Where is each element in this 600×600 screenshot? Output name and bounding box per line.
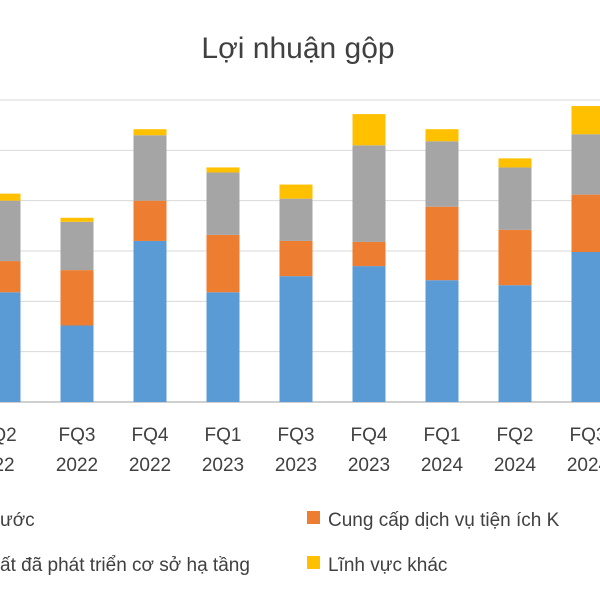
- bar-segment-4-FQ1-2024: [425, 129, 459, 142]
- bar-segment-2-FQ1-2024: [425, 206, 459, 281]
- bar-segment-2-FQ2-2024: [498, 229, 532, 286]
- legend-swatch: [307, 511, 320, 524]
- x-tick-label: 2023: [348, 455, 390, 476]
- legend-label: ất đã phát triển cơ sở hạ tầng: [0, 555, 250, 576]
- bar-segment-3-FQ1-2023: [206, 172, 240, 235]
- bar-segment-1-FQ4-2023: [352, 266, 386, 402]
- bar-segment-3-FQ1-2024: [425, 141, 459, 207]
- bar-segment-2-FQ4-2023: [352, 241, 386, 267]
- bar-segment-4-FQ3-2024: [571, 106, 600, 135]
- legend-label: Lĩnh vực khác: [328, 555, 447, 576]
- bar-segment-3-Q2-22: [0, 200, 21, 262]
- bar-segment-2-FQ4-2022: [133, 200, 167, 241]
- x-tick-label: FQ2: [497, 425, 534, 446]
- bar-segment-1-FQ3-2024: [571, 252, 600, 402]
- bar-segment-1-FQ4-2022: [133, 240, 167, 402]
- x-tick-labels: Q2 22 FQ3 2022 FQ4 2022 FQ1 2023 FQ3 2023 FQ4 2023 F…: [0, 425, 600, 476]
- bar-segment-3-FQ3-2024: [571, 134, 600, 195]
- x-tick-label: FQ3: [278, 425, 315, 446]
- bar-segment-1-Q2-22: [0, 292, 21, 402]
- bar-segment-4-Q2-22: [0, 193, 21, 201]
- bar-segment-4-FQ2-2024: [498, 158, 532, 168]
- x-tick-label: FQ1: [205, 425, 242, 446]
- legend-label: ước: [0, 510, 35, 531]
- bar-segment-3-FQ4-2023: [352, 145, 386, 242]
- legend-label: Cung cấp dịch vụ tiện ích K: [328, 510, 560, 531]
- bar-segment-2-FQ1-2023: [206, 234, 240, 293]
- bar-segment-4-FQ3-2022: [60, 217, 94, 222]
- bar-segment-4-FQ3-2023: [279, 184, 313, 199]
- bar-segment-1-FQ1-2024: [425, 280, 459, 402]
- x-tick-label: FQ4: [132, 425, 169, 446]
- x-tick-label: FQ3: [570, 425, 600, 446]
- x-tick-label: 2024: [421, 455, 464, 476]
- bar-segment-3-FQ4-2022: [133, 135, 167, 201]
- x-tick-label: FQ3: [59, 425, 96, 446]
- x-tick-label: 22: [0, 455, 15, 476]
- x-tick-label: Q2: [0, 425, 17, 446]
- bar-segment-1-FQ2-2024: [498, 285, 532, 402]
- x-tick-label: 2022: [56, 455, 98, 476]
- x-tick-label: 2024: [494, 455, 537, 476]
- bar-segment-4-FQ1-2023: [206, 167, 240, 173]
- bar-segment-1-FQ3-2023: [279, 276, 313, 402]
- x-tick-label: 2023: [202, 455, 244, 476]
- bar-segment-2-FQ3-2022: [60, 270, 94, 326]
- x-tick-label: 2023: [275, 455, 317, 476]
- bar-segment-2-FQ3-2024: [571, 194, 600, 253]
- bar-segment-3-FQ3-2023: [279, 198, 313, 241]
- bar-segment-3-FQ3-2022: [60, 221, 94, 271]
- bars: [0, 106, 600, 402]
- bar-segment-1-FQ1-2023: [206, 292, 240, 402]
- bar-segment-2-Q2-22: [0, 261, 21, 293]
- x-tick-label: FQ1: [424, 425, 461, 446]
- bar-segment-4-FQ4-2023: [352, 114, 386, 146]
- bar-segment-4-FQ4-2022: [133, 129, 167, 136]
- legend: ước Cung cấp dịch vụ tiện ích K ất đã phát…: [0, 510, 560, 576]
- x-tick-label: 2024: [567, 455, 600, 476]
- bar-segment-2-FQ3-2023: [279, 240, 313, 277]
- chart-title: Lợi nhuận gộp: [201, 32, 394, 65]
- bar-segment-1-FQ3-2022: [60, 325, 94, 402]
- x-tick-label: 2022: [129, 455, 171, 476]
- x-tick-label: FQ4: [351, 425, 388, 446]
- legend-swatch: [307, 556, 320, 569]
- bar-segment-3-FQ2-2024: [498, 167, 532, 230]
